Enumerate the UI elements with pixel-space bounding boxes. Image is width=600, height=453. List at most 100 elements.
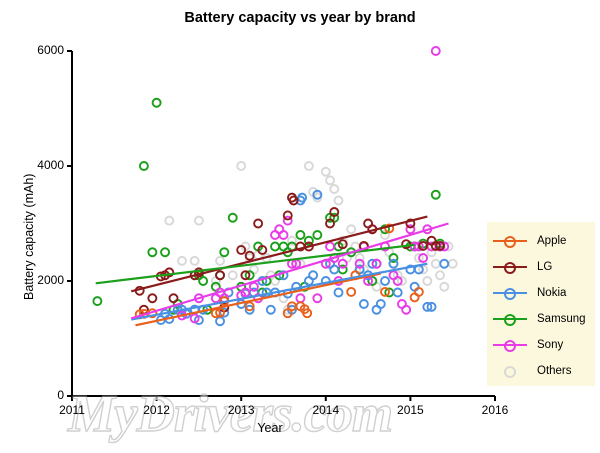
data-point bbox=[312, 189, 323, 200]
data-point bbox=[388, 253, 399, 263]
data-point bbox=[371, 258, 382, 269]
data-point bbox=[418, 253, 429, 263]
data-point bbox=[312, 293, 323, 304]
page-title: Battery capacity vs year by brand bbox=[184, 10, 416, 26]
data-point bbox=[215, 255, 226, 266]
data-point bbox=[302, 308, 313, 319]
data-point bbox=[265, 304, 276, 315]
data-point bbox=[177, 255, 187, 266]
data-point bbox=[405, 218, 416, 229]
x-tick-label: 2015 bbox=[397, 403, 424, 417]
data-point bbox=[240, 287, 251, 298]
data-point bbox=[380, 286, 390, 297]
data-point bbox=[320, 166, 331, 177]
data-point bbox=[430, 240, 441, 251]
data-point bbox=[244, 270, 255, 281]
trend-line-nokia bbox=[131, 262, 428, 321]
data-point bbox=[257, 244, 268, 255]
legend-marker-icon bbox=[504, 313, 516, 326]
data-point bbox=[333, 195, 344, 206]
legend-item-samsung[interactable]: Samsung bbox=[487, 305, 595, 332]
legend-marker-icon bbox=[504, 365, 516, 378]
data-point bbox=[392, 287, 403, 298]
data-point bbox=[329, 207, 340, 217]
x-axis-title: Year bbox=[257, 421, 283, 435]
data-point bbox=[138, 161, 149, 171]
data-point bbox=[92, 296, 103, 307]
series-points-samsung bbox=[92, 97, 445, 315]
data-point bbox=[418, 240, 429, 251]
legend-item-lg[interactable]: LG bbox=[487, 253, 595, 280]
data-point bbox=[325, 175, 335, 186]
data-point bbox=[325, 241, 335, 252]
data-point bbox=[422, 301, 433, 312]
legend-item-others[interactable]: Others bbox=[487, 357, 595, 384]
data-point bbox=[346, 224, 357, 235]
legend-item-sony[interactable]: Sony bbox=[487, 331, 595, 358]
data-point bbox=[227, 212, 238, 223]
data-point bbox=[164, 267, 175, 278]
data-point bbox=[295, 230, 306, 240]
data-point bbox=[337, 239, 348, 250]
data-point bbox=[278, 230, 289, 240]
data-point bbox=[189, 255, 200, 266]
data-point bbox=[380, 230, 390, 240]
data-point bbox=[439, 258, 450, 269]
data-point bbox=[430, 46, 441, 56]
data-point bbox=[312, 230, 323, 240]
data-point bbox=[215, 270, 226, 281]
data-point bbox=[375, 299, 386, 309]
data-point bbox=[282, 215, 293, 226]
data-point bbox=[358, 299, 369, 309]
data-point bbox=[333, 287, 344, 298]
legend-marker-icon bbox=[504, 287, 516, 300]
data-point bbox=[413, 286, 424, 297]
data-point bbox=[426, 301, 437, 312]
data-point bbox=[308, 270, 319, 281]
data-point bbox=[447, 258, 458, 269]
x-tick-label: 2011 bbox=[59, 403, 85, 417]
data-point bbox=[295, 293, 306, 304]
y-tick-label: 2000 bbox=[37, 273, 64, 287]
data-point bbox=[354, 258, 365, 269]
data-point bbox=[198, 276, 209, 286]
data-point bbox=[240, 270, 251, 281]
legend-item-nokia[interactable]: Nokia bbox=[487, 279, 595, 306]
legend-key-icon bbox=[493, 285, 527, 301]
x-tick-label: 2012 bbox=[143, 403, 170, 417]
y-tick-label: 0 bbox=[57, 388, 64, 402]
data-point bbox=[227, 270, 238, 281]
data-point bbox=[303, 235, 314, 246]
trend-line-sony bbox=[130, 222, 449, 320]
legend-item-apple[interactable]: Apple bbox=[487, 227, 595, 254]
data-point bbox=[413, 253, 424, 263]
legend-key-icon bbox=[493, 337, 527, 353]
legend-item-label: LG bbox=[537, 260, 553, 273]
data-point bbox=[287, 235, 297, 246]
data-point bbox=[435, 270, 445, 281]
data-point bbox=[405, 224, 416, 235]
data-point bbox=[413, 241, 424, 252]
data-point bbox=[401, 304, 412, 315]
data-point bbox=[215, 307, 226, 318]
data-point bbox=[409, 292, 420, 303]
trend-line-samsung bbox=[95, 243, 415, 285]
data-point bbox=[270, 241, 280, 252]
trend-line-apple bbox=[135, 272, 382, 327]
data-point bbox=[303, 161, 314, 171]
data-point bbox=[430, 258, 441, 269]
data-point bbox=[354, 253, 365, 263]
data-point bbox=[430, 189, 441, 200]
data-point bbox=[439, 281, 450, 292]
legend: Apple LG Nokia Samsung Sony Others bbox=[487, 222, 595, 386]
x-tick-label: 2016 bbox=[481, 403, 509, 417]
data-point bbox=[282, 308, 293, 319]
data-point bbox=[401, 239, 412, 250]
y-tick-label: 4000 bbox=[37, 158, 64, 172]
data-point bbox=[244, 250, 255, 261]
data-point bbox=[147, 247, 158, 258]
data-point bbox=[244, 304, 255, 315]
data-point bbox=[346, 286, 357, 297]
